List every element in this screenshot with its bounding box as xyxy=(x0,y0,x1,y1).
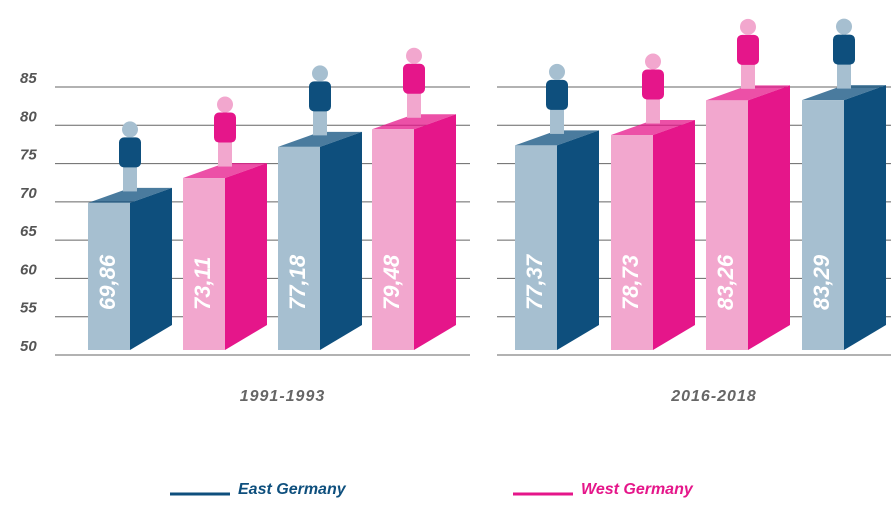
bar xyxy=(802,100,844,350)
bar xyxy=(372,129,414,350)
figure-legs xyxy=(741,63,755,89)
y-tick-label: 60 xyxy=(20,261,37,278)
y-tick-label: 85 xyxy=(20,70,37,87)
figure-head xyxy=(645,54,661,70)
figure-head xyxy=(740,19,756,35)
value-label: 77,18 xyxy=(285,254,310,310)
value-label: 83,26 xyxy=(713,254,738,310)
figure-legs xyxy=(837,63,851,89)
bar xyxy=(706,100,748,350)
bar-side xyxy=(320,132,362,350)
y-tick-label: 80 xyxy=(20,108,37,125)
figure-legs xyxy=(123,165,137,191)
legend-label: West Germany xyxy=(581,481,694,498)
y-tick-label: 55 xyxy=(20,300,37,317)
figure-head xyxy=(406,48,422,64)
value-label: 78,73 xyxy=(618,255,643,310)
figure-head xyxy=(312,65,328,81)
figure-head xyxy=(217,97,233,113)
figure-body xyxy=(833,35,855,65)
bar-side xyxy=(844,85,886,350)
value-label: 73,11 xyxy=(190,257,215,310)
figure-head xyxy=(836,19,852,35)
legend-label: East Germany xyxy=(238,481,347,498)
bar xyxy=(515,145,557,350)
value-label: 77,37 xyxy=(522,253,547,310)
bar xyxy=(278,147,320,350)
figure-legs xyxy=(313,109,327,135)
bar-side xyxy=(557,130,599,350)
figure-body xyxy=(546,80,568,110)
value-label: 69,86 xyxy=(95,254,120,310)
bar-side xyxy=(653,120,695,350)
figure-body xyxy=(642,70,664,100)
figure-body xyxy=(309,81,331,111)
figure-legs xyxy=(550,108,564,134)
bar-side xyxy=(130,188,172,350)
y-tick-label: 70 xyxy=(20,185,37,202)
value-label: 79,48 xyxy=(379,254,404,310)
figure-legs xyxy=(218,141,232,167)
chart: 50 55 60 65 70 75 80 85 1991-1993 69,86 73,11 77,18… xyxy=(0,0,891,501)
figure-body xyxy=(214,113,236,143)
category-label: 2016-2018 xyxy=(670,388,757,405)
figure-head xyxy=(122,121,138,137)
bar-side xyxy=(414,114,456,350)
bar xyxy=(611,135,653,350)
figure-head xyxy=(549,64,565,80)
figure-legs xyxy=(407,92,421,118)
value-label: 83,29 xyxy=(809,254,834,310)
y-tick-label: 50 xyxy=(20,338,37,355)
category-label: 1991-1993 xyxy=(240,388,326,405)
figure-legs xyxy=(646,98,660,124)
y-tick-label: 65 xyxy=(20,223,37,240)
figure-body xyxy=(403,64,425,94)
bar-side xyxy=(748,85,790,350)
bar-side xyxy=(225,163,267,350)
figure-body xyxy=(119,137,141,167)
y-tick-label: 75 xyxy=(20,147,37,164)
figure-body xyxy=(737,35,759,65)
